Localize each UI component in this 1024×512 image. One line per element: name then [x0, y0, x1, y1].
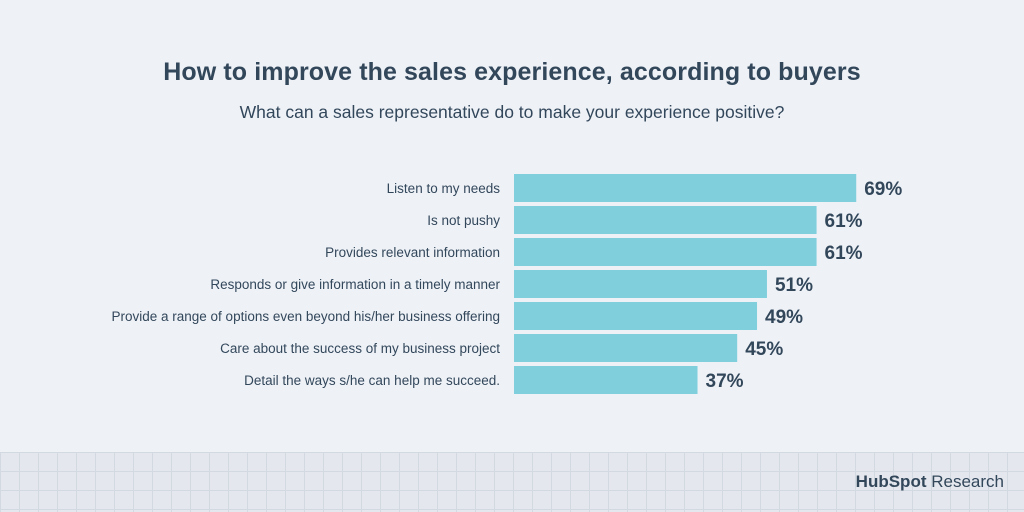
brand-name: HubSpot [855, 472, 927, 491]
bar-1 [514, 174, 857, 202]
value-label-2: 61% [825, 211, 863, 232]
value-label-6: 45% [745, 339, 783, 360]
chart-title: How to improve the sales experience, acc… [163, 58, 861, 86]
value-label-5: 49% [765, 307, 803, 328]
category-label-5: Provide a range of options even beyond h… [111, 309, 500, 324]
value-label-1: 69% [864, 179, 902, 200]
brand-suffix: Research [931, 472, 1004, 491]
value-label-4: 51% [775, 275, 813, 296]
bar-6 [514, 334, 738, 362]
hubspot-research-logo: HubSpot Research [856, 472, 1004, 492]
bar-4 [514, 270, 767, 298]
category-label-7: Detail the ways s/he can help me succeed… [244, 373, 500, 388]
category-label-4: Responds or give information in a timely… [210, 277, 500, 292]
grid-pattern-footer [0, 452, 1024, 512]
value-label-7: 37% [706, 371, 744, 392]
bar-5 [514, 302, 758, 330]
category-label-3: Provides relevant information [325, 245, 500, 260]
category-label-6: Care about the success of my business pr… [220, 341, 500, 356]
chart-subtitle: What can a sales representative do to ma… [239, 102, 785, 122]
bar-7 [514, 366, 698, 394]
bar-3 [514, 238, 817, 266]
bar-chart: Listen to my needs 69% Is not pushy 61% Prov… [111, 174, 902, 394]
category-label-2: Is not pushy [427, 213, 500, 228]
category-label-1: Listen to my needs [387, 181, 501, 196]
value-label-3: 61% [825, 243, 863, 264]
bar-2 [514, 206, 817, 234]
